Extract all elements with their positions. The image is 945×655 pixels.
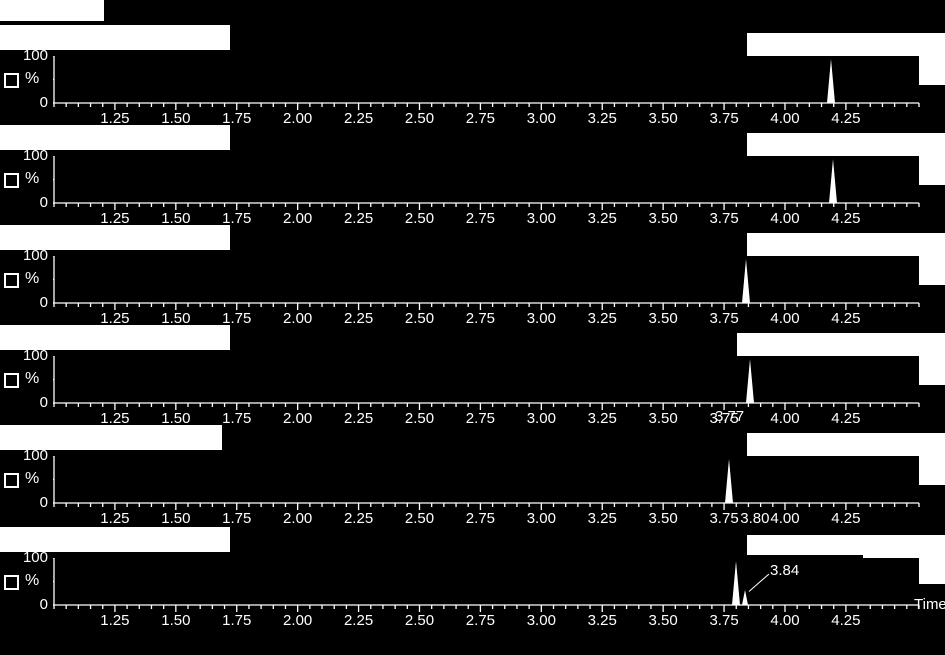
x-tick-label: 3.00: [527, 510, 556, 527]
x-tick-label: 2.75: [466, 510, 495, 527]
y-tick-label: 0: [14, 596, 48, 613]
chromatogram-peak: [829, 156, 837, 203]
chromatogram-peak: [746, 356, 754, 403]
chromatogram-panel: 1.251.501.752.002.252.502.753.003.253.50…: [0, 225, 945, 325]
x-tick-label: 1.50: [161, 612, 190, 629]
x-tick-label: 2.50: [405, 510, 434, 527]
y-tick-label: 100: [14, 549, 48, 566]
x-tick-label: 1.25: [100, 510, 129, 527]
series-marker-icon: [4, 473, 19, 488]
x-tick-label: 1.75: [222, 612, 251, 629]
y-tick-label: 0: [14, 394, 48, 411]
x-tick-label: 3.25: [588, 612, 617, 629]
y-axis-percent-label: %: [25, 572, 39, 590]
x-tick-label: 3.75: [709, 612, 738, 629]
y-tick-label: 0: [14, 94, 48, 111]
x-axis-time-label: Time: [914, 596, 945, 613]
x-tick-label: 3.25: [588, 510, 617, 527]
y-tick-label: 100: [14, 247, 48, 264]
plot-area: 1.251.501.752.002.252.502.753.003.253.50…: [54, 456, 919, 503]
chromatogram-panel: 1.251.501.752.002.252.502.753.003.253.50…: [0, 325, 945, 425]
chromatogram-peak: [742, 256, 750, 303]
panel-right-whitebox: [747, 33, 945, 56]
peak-rt-label: 3.84: [770, 562, 799, 579]
panel-right-whitebox: [747, 433, 945, 456]
x-tick-label: 2.00: [283, 510, 312, 527]
chromatogram-page: 1.25 1.50 1.75 2.00 2.25 2.50 2.75 3.00 3.25 3.50…: [0, 0, 945, 655]
panel-right-whitebox: [737, 333, 945, 356]
peak-rt-label: 3.77: [715, 408, 744, 425]
chromatogram-peak: [742, 587, 748, 605]
x-tick-label: 2.00: [283, 612, 312, 629]
x-tick-label: 4.25: [831, 510, 860, 527]
series-marker-icon: [4, 73, 19, 88]
panel-right-whitebox: [747, 233, 945, 256]
series-marker-icon: [4, 575, 19, 590]
x-tick-label: 2.25: [344, 612, 373, 629]
y-tick-label: 100: [14, 147, 48, 164]
y-tick-label: 0: [14, 194, 48, 211]
x-tick-label: 2.50: [405, 612, 434, 629]
plot-area: 1.251.501.752.002.252.502.753.003.253.50…: [54, 558, 919, 605]
x-tick-label: 4.25: [831, 612, 860, 629]
x-tick-label: 3.50: [649, 612, 678, 629]
peak-rt-label: 3.80: [740, 510, 769, 527]
y-tick-label: 0: [14, 294, 48, 311]
x-tick-label: 2.75: [466, 612, 495, 629]
top-whitebox: [0, 0, 104, 21]
series-marker-icon: [4, 373, 19, 388]
plot-area: 1.251.501.752.002.252.502.753.003.253.50…: [54, 256, 919, 303]
y-axis-percent-label: %: [25, 370, 39, 388]
y-axis-percent-label: %: [25, 270, 39, 288]
y-tick-label: 100: [14, 47, 48, 64]
x-tick-label: 4.00: [770, 612, 799, 629]
x-tick-label: 1.25: [100, 612, 129, 629]
chromatogram-peak: [732, 558, 740, 605]
x-tick-label: 3.00: [527, 612, 556, 629]
y-axis-percent-label: %: [25, 170, 39, 188]
chromatogram-panel: 1.25 1.50 1.75 2.00 2.25 2.50 2.75 3.00 3.25 3.50…: [0, 425, 945, 525]
y-tick-label: 0: [14, 494, 48, 511]
panel-right-whitebox: [747, 133, 945, 156]
x-tick-label: 1.75: [222, 510, 251, 527]
panel-right-whitebox: [747, 535, 945, 555]
y-tick-label: 100: [14, 447, 48, 464]
y-axis-percent-label: %: [25, 470, 39, 488]
chromatogram-panel: 1.25 1.50 1.75 2.00 2.25 2.50 2.75 3.00 3.25 3.50…: [0, 527, 945, 627]
x-tick-label: 4.00: [770, 510, 799, 527]
plot-area: 1.251.501.752.002.252.502.753.003.253.50…: [54, 156, 919, 203]
y-axis-percent-label: %: [25, 70, 39, 88]
chromatogram-peak: [725, 456, 733, 503]
x-tick-label: 2.25: [344, 510, 373, 527]
series-marker-icon: [4, 173, 19, 188]
peak-rt-label: 4.20: [852, 130, 881, 147]
plot-area: 1.251.501.752.002.252.502.753.003.253.50…: [54, 56, 919, 103]
series-marker-icon: [4, 273, 19, 288]
x-tick-label: 3.75: [709, 510, 738, 527]
x-tick-label: 3.50: [649, 510, 678, 527]
chromatogram-panel: 1.251.501.752.002.252.502.753.003.253.50…: [0, 25, 945, 125]
x-tick-label: 1.50: [161, 510, 190, 527]
chromatogram-panel: 1.251.501.752.002.252.502.753.003.253.50…: [0, 125, 945, 225]
plot-area: 1.251.501.752.002.252.502.753.003.253.50…: [54, 356, 919, 403]
chromatogram-peak: [827, 56, 835, 103]
y-tick-label: 100: [14, 347, 48, 364]
